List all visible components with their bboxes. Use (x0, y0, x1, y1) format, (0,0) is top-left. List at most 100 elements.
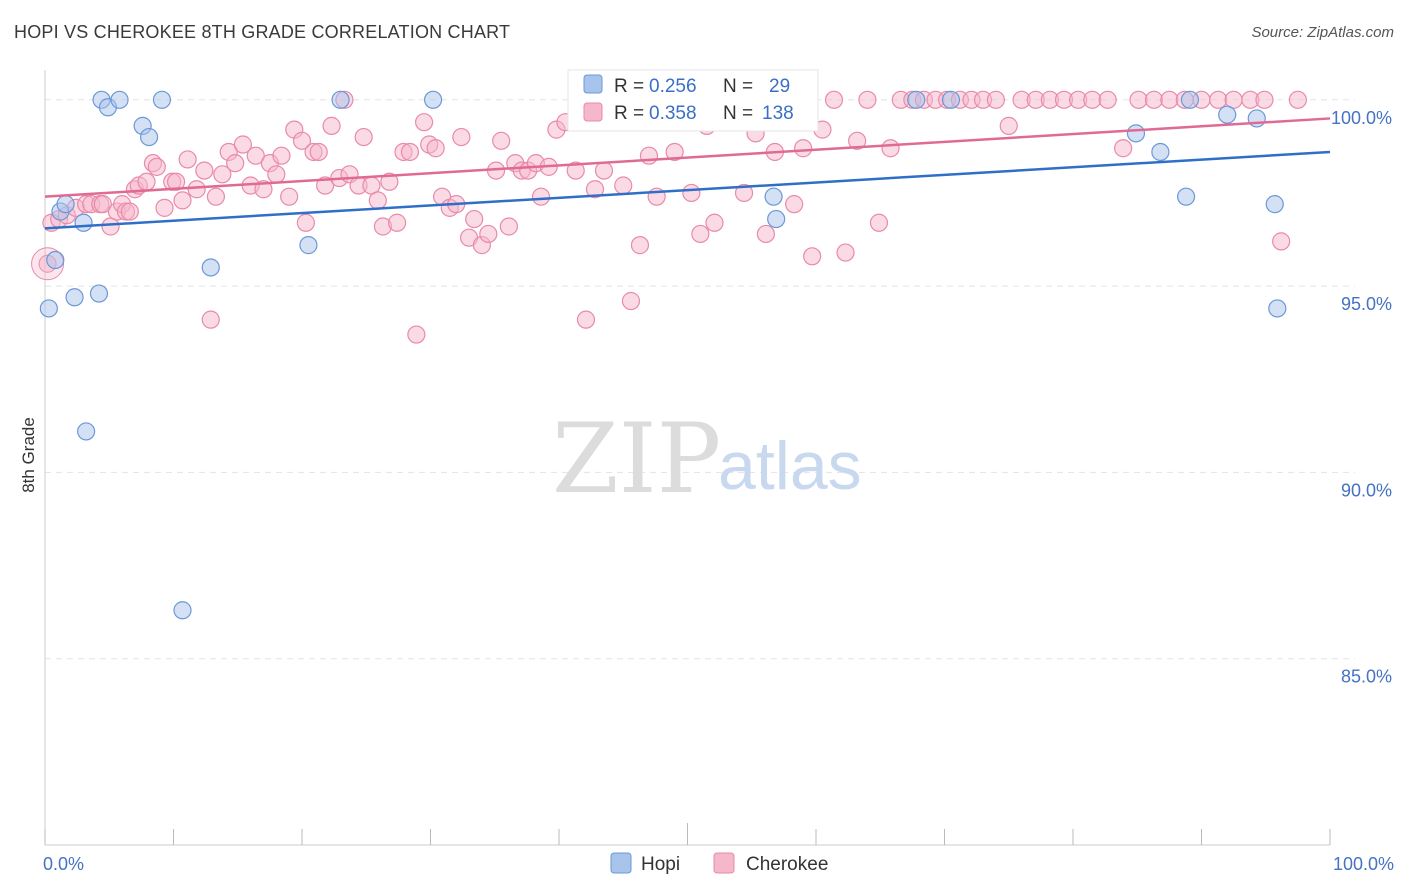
hopi-point (39, 299, 58, 318)
hopi-point (907, 90, 926, 109)
hopi-point (74, 213, 93, 232)
hopi-point (1180, 90, 1200, 109)
cherokee-point (1129, 90, 1148, 109)
hopi-point (46, 250, 65, 270)
cherokee-point (858, 90, 877, 109)
hopi-point (764, 187, 783, 206)
cherokee-point (803, 247, 822, 266)
cherokee-point (387, 213, 407, 232)
cherokee-point (479, 224, 498, 244)
cherokee-point (452, 127, 471, 147)
cherokee-point (756, 224, 775, 244)
cherokee-point (407, 325, 426, 344)
cherokee-point (166, 172, 186, 191)
cherokee-point (187, 180, 206, 199)
cherokee-point (794, 139, 813, 158)
legend-cherokee-n-label: N = (723, 103, 753, 124)
hopi-point (201, 258, 220, 277)
cherokee-point (368, 191, 387, 210)
bottom-legend-cherokee-swatch (713, 852, 735, 874)
cherokee-point (233, 135, 252, 154)
hopi-point (152, 90, 172, 109)
hopi-point (423, 90, 443, 109)
watermark-atlas: atlas (718, 428, 862, 504)
cherokee-point (246, 146, 265, 165)
x-tick-label: 0.0% (43, 854, 84, 874)
cherokee-point (881, 139, 900, 158)
legend-hopi-r-label: R = (614, 76, 644, 97)
watermark: ZIP atlas (552, 403, 862, 515)
axes (44, 70, 1331, 846)
cherokee-point (93, 195, 112, 214)
cherokee-point (869, 213, 889, 232)
cherokee-point (986, 90, 1006, 109)
hopi-point (139, 127, 159, 147)
legend-hopi-n-value: 29 (769, 76, 790, 97)
cherokee-point (309, 142, 328, 162)
cherokee-point (267, 165, 286, 184)
hopi-points (39, 90, 1287, 620)
cherokee-point (1288, 90, 1307, 109)
cherokee-point (531, 187, 551, 206)
cherokee-point (1209, 90, 1228, 109)
cherokee-point (322, 116, 341, 135)
cherokee-point (316, 176, 335, 195)
cherokee-point (1144, 90, 1164, 109)
chart-title: HOPI VS CHEROKEE 8TH GRADE CORRELATION C… (14, 22, 511, 42)
cherokee-point (1160, 90, 1179, 109)
cherokee-point (824, 90, 844, 109)
cherokee-point (414, 113, 434, 132)
cherokee-point (594, 161, 614, 180)
cherokee-point (201, 310, 220, 329)
y-axis-title: 8th Grade (19, 417, 38, 493)
hopi-point (110, 90, 129, 109)
cherokee-point (206, 187, 226, 206)
hopi-point (1268, 299, 1287, 318)
cherokee-point (120, 202, 139, 221)
cherokee-point (691, 224, 710, 244)
cherokee-point (147, 157, 166, 176)
bottom-legend-hopi-swatch (610, 852, 632, 874)
source-label: Source: ZipAtlas.com (1251, 24, 1394, 41)
cherokee-point (566, 161, 585, 180)
cherokee-point (400, 142, 420, 162)
cherokee-point (380, 172, 399, 191)
hopi-point (65, 288, 84, 307)
cherokee-point (1114, 139, 1133, 158)
cherokee-point (254, 180, 273, 199)
bottom-legend-cherokee-label: Cherokee (746, 854, 828, 875)
watermark-zip: ZIP (552, 403, 721, 515)
legend-hopi-r-value: 0.256 (649, 76, 697, 97)
hopi-point (1126, 124, 1146, 143)
cherokee-point (272, 146, 291, 165)
legend-box (567, 69, 819, 132)
hopi-point (77, 422, 96, 441)
bottom-legend-hopi-label: Hopi (641, 854, 680, 875)
cherokee-point (226, 154, 245, 173)
cherokee-point (155, 198, 174, 217)
cherokee-point (280, 187, 299, 206)
cherokee-point (614, 176, 633, 195)
cherokee-point (585, 180, 605, 199)
cherokee-point (499, 217, 518, 236)
cherokee-point (137, 172, 156, 191)
top-legend: R = 0.256 N = 29 R = 0.358 N = 138 (567, 69, 819, 132)
tick-labels: 85.0% 90.0% 95.0% 100.0% 0.0% 100.0% (43, 108, 1394, 874)
cherokee-point (213, 165, 232, 184)
cherokee-point (1255, 90, 1274, 109)
cherokee-point (630, 236, 650, 255)
hopi-point (331, 90, 350, 109)
hopi-point (1151, 142, 1170, 162)
hopi-point (1218, 105, 1237, 124)
cherokee-point (178, 150, 197, 169)
legend-cherokee-r-value: 0.358 (649, 103, 697, 124)
legend-cherokee-swatch (583, 102, 603, 122)
legend-hopi-n-label: N = (723, 76, 753, 97)
cherokee-point (465, 209, 484, 229)
cherokee-point (354, 127, 373, 147)
y-tick-label: 85.0% (1341, 667, 1392, 687)
cherokee-point (999, 116, 1018, 135)
hopi-point (299, 236, 318, 255)
legend-cherokee-n-value: 138 (762, 103, 794, 124)
